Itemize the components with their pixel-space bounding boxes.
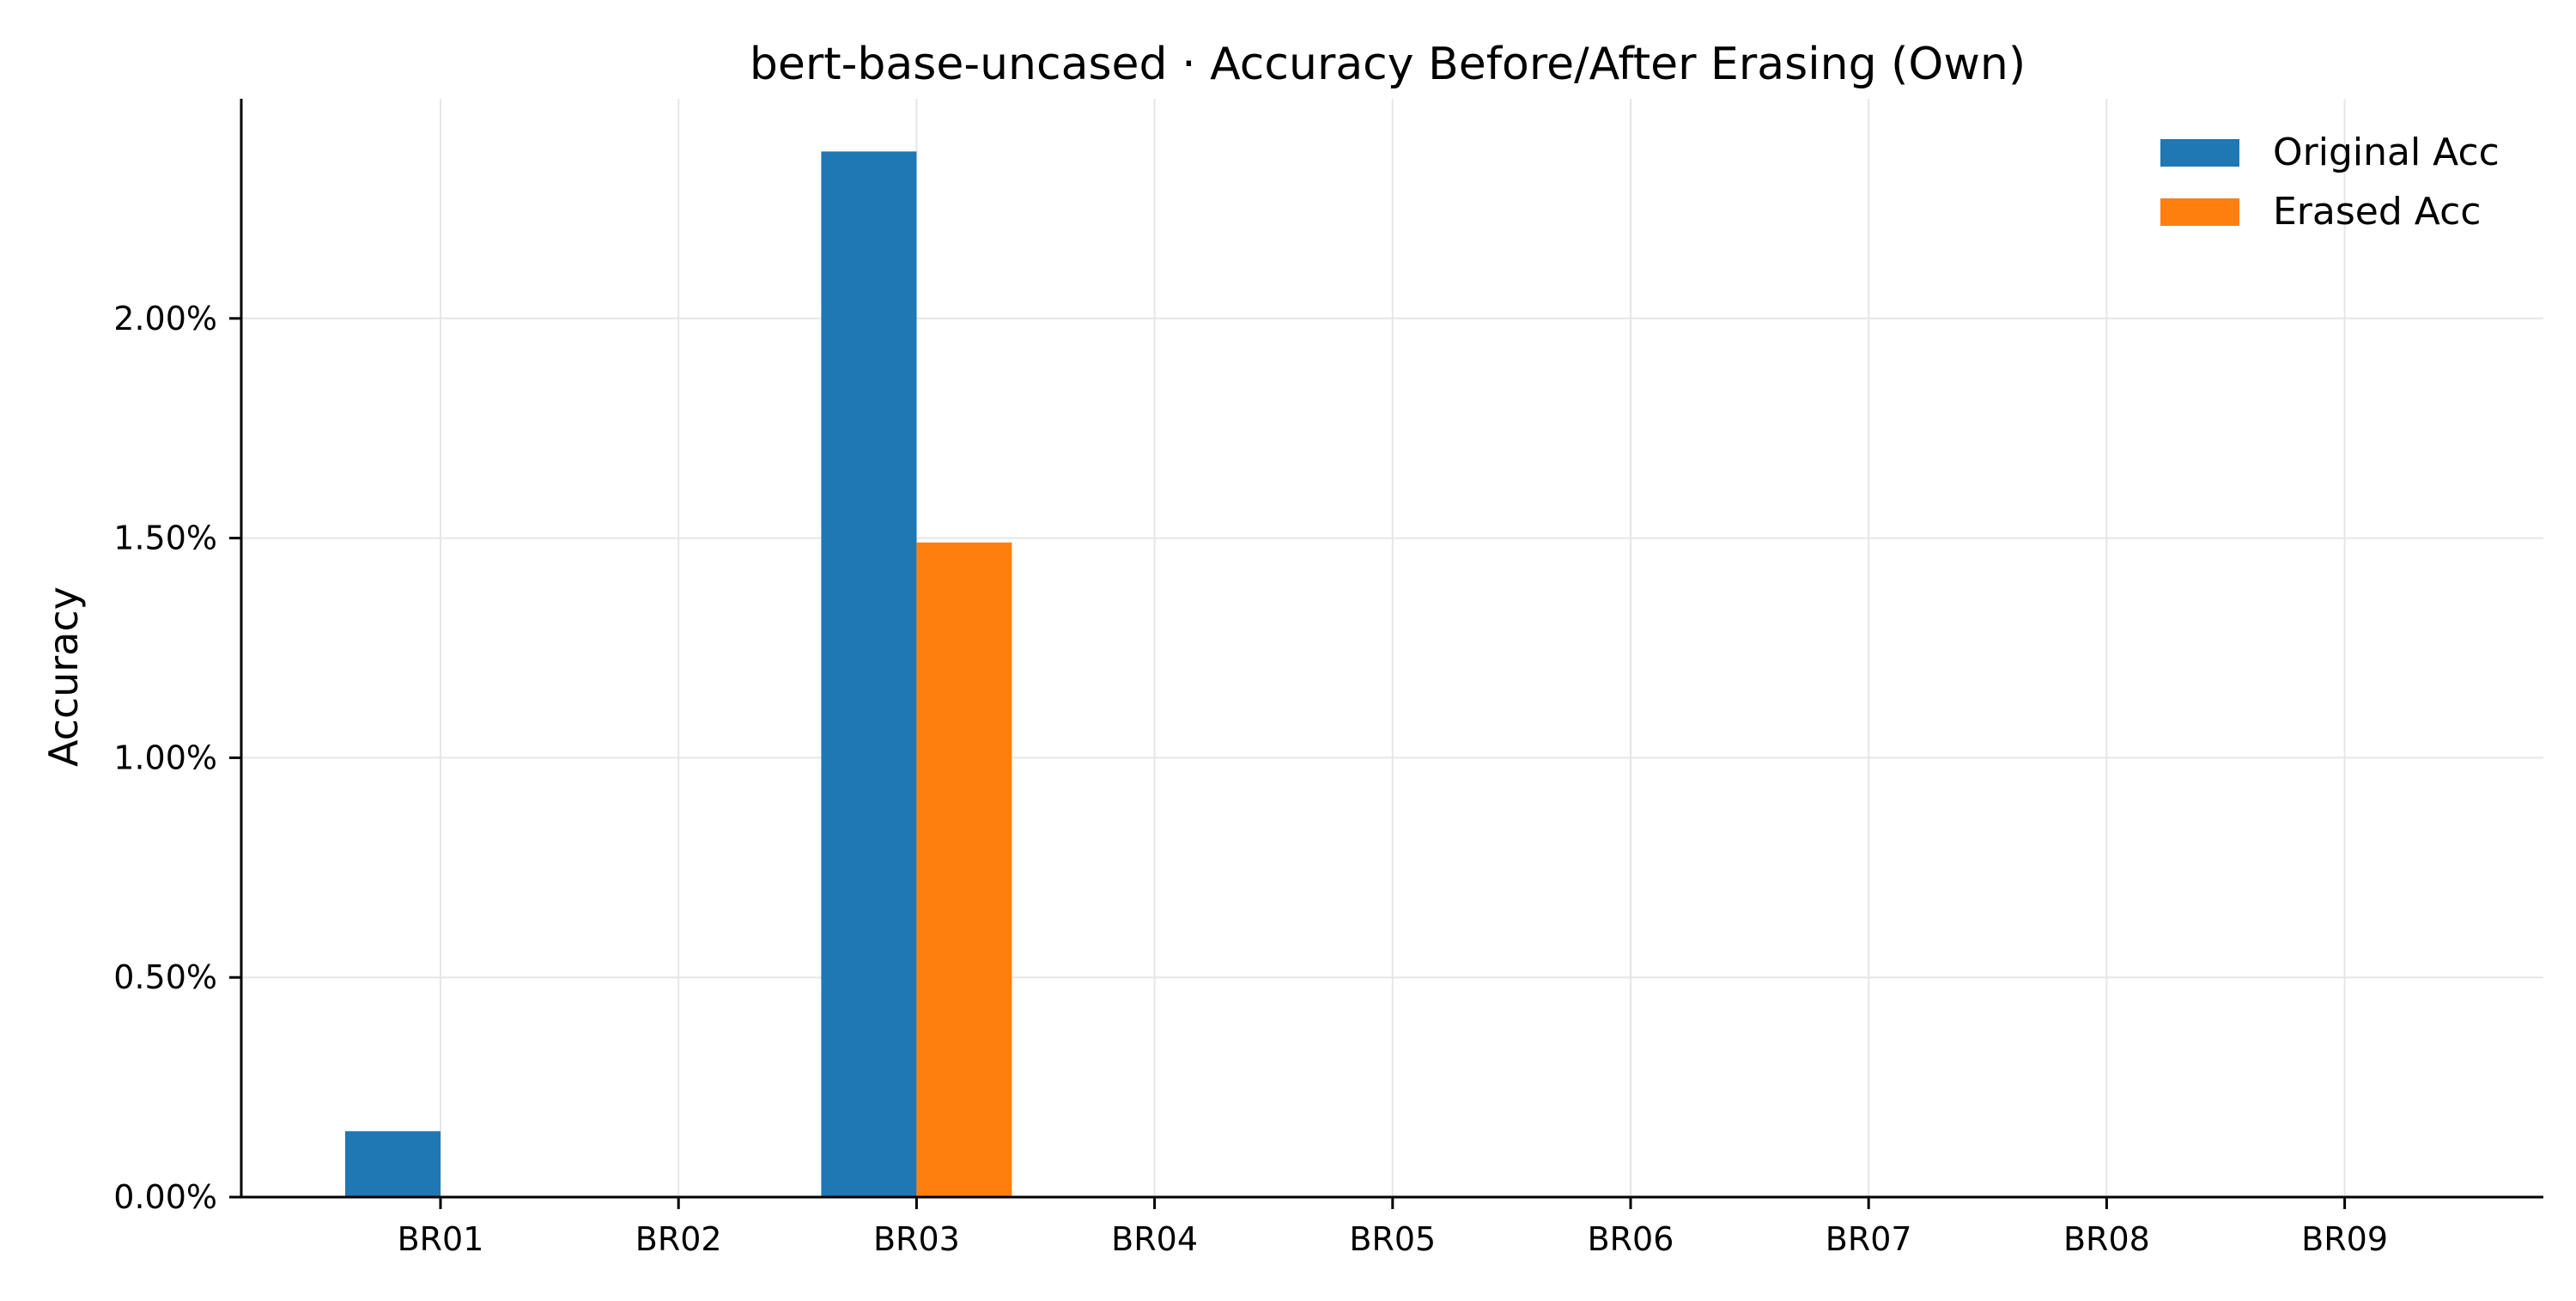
legend: Original Acc Erased Acc [2160, 131, 2500, 234]
y-tick-label: 1.00% [113, 739, 217, 776]
y-axis-label: Accuracy [40, 587, 87, 767]
tick-labels: 0.00% 0.50% 1.00% 1.50% 2.00% BR01 BR02 BR03 BR0… [113, 300, 2388, 1258]
grid-lines [241, 99, 2543, 1198]
chart-title: bert-base-uncased · Accuracy Before/Afte… [750, 39, 2026, 90]
x-tick-label: BR03 [873, 1220, 960, 1258]
x-tick-label: BR02 [635, 1220, 722, 1258]
legend-label-erased-acc: Erased Acc [2273, 190, 2481, 234]
x-tick-label: BR08 [2063, 1220, 2150, 1258]
y-tick-label: 2.00% [113, 300, 217, 337]
legend-label-original-acc: Original Acc [2273, 131, 2500, 174]
bar-original-acc-br03 [821, 151, 917, 1198]
bar-erased-acc-br03 [916, 542, 1012, 1197]
legend-swatch-erased-acc [2160, 198, 2239, 226]
x-tick-label: BR01 [398, 1220, 484, 1258]
x-tick-label: BR05 [1349, 1220, 1436, 1258]
axes [229, 99, 2543, 1209]
bars [345, 151, 1012, 1198]
x-tick-label: BR07 [1826, 1220, 1912, 1258]
x-tick-label: BR06 [1588, 1220, 1674, 1258]
legend-swatch-original-acc [2160, 139, 2239, 167]
y-tick-label: 0.00% [113, 1178, 217, 1216]
x-tick-label: BR04 [1111, 1220, 1198, 1258]
x-tick-label: BR09 [2301, 1220, 2388, 1258]
y-tick-label: 0.50% [113, 958, 217, 996]
bar-original-acc-br01 [345, 1131, 440, 1197]
y-tick-label: 1.50% [113, 520, 217, 557]
